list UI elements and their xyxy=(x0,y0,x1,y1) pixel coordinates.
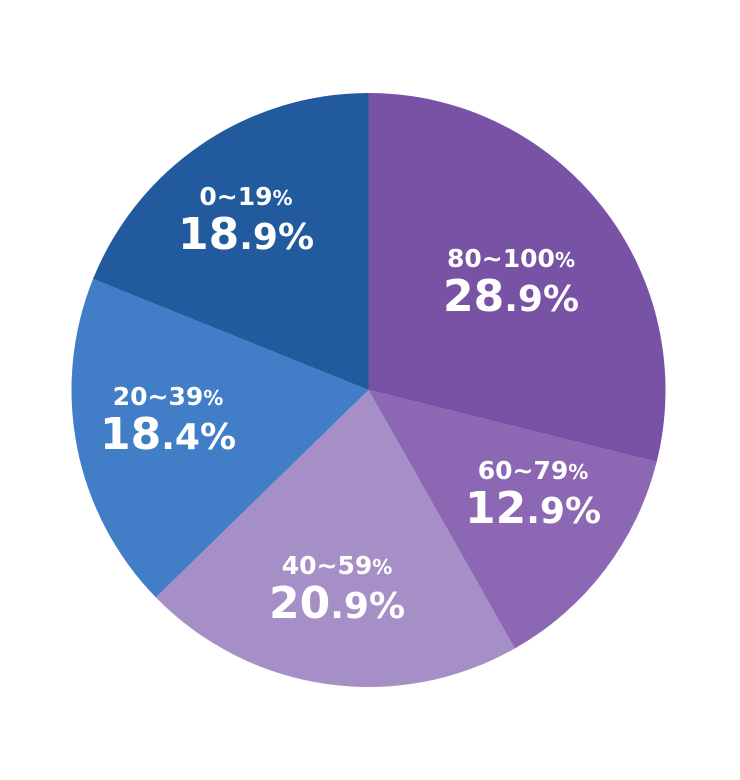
percent-value: 18.9% xyxy=(177,209,315,260)
range-label: 80~100% xyxy=(447,244,575,273)
pie-slice-40-59 xyxy=(155,390,515,687)
slice-label-20-39: 20~39% 18.4% xyxy=(100,382,236,462)
percent-value: 28.9% xyxy=(442,271,580,322)
slice-label-40-59: 40~59% 20.9% xyxy=(269,551,405,631)
pie-slice-60-79 xyxy=(368,390,657,649)
percent-value: 18.4% xyxy=(99,409,237,460)
range-label: 60~79% xyxy=(477,456,589,485)
range-label: 20~39% xyxy=(112,382,224,411)
range-label: 40~59% xyxy=(281,551,393,580)
slice-label-0-19: 0~19% 18.9% xyxy=(178,182,314,262)
percent-value: 20.9% xyxy=(268,578,406,629)
pie-slice-80-100 xyxy=(368,93,666,463)
pie-slice-0-19 xyxy=(93,93,369,390)
range-label: 0~19% xyxy=(199,182,293,211)
slice-label-60-79: 60~79% 12.9% xyxy=(465,456,601,536)
percent-value: 12.9% xyxy=(464,483,602,534)
slice-label-80-100: 80~100% 28.9% xyxy=(443,244,579,324)
pie-slice-20-39 xyxy=(71,278,369,598)
